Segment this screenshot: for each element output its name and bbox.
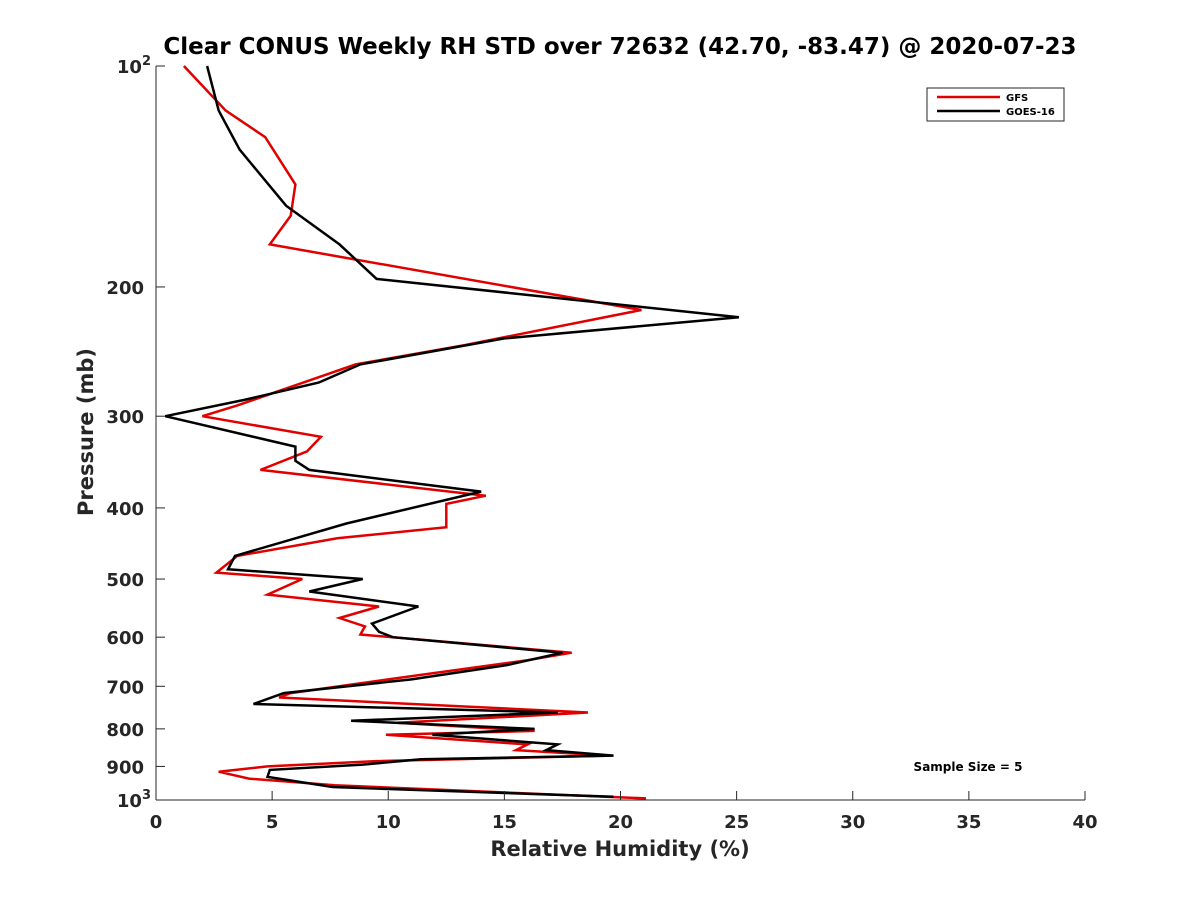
series-layer (165, 65, 740, 800)
x-axis-label: Relative Humidity (%) (490, 837, 749, 861)
series-line-goes-16 (165, 65, 740, 799)
x-tick-label: 35 (956, 812, 981, 833)
legend-label-goes-16: GOES-16 (1006, 107, 1055, 118)
y-tick-label: 300 (106, 407, 144, 428)
x-tick-label: 15 (492, 812, 517, 833)
sample-size-annotation: Sample Size = 5 (914, 760, 1023, 774)
y-axis-label: Pressure (mb) (74, 348, 98, 516)
x-tick-label: 40 (1072, 812, 1097, 833)
y-tick-label: 500 (106, 570, 144, 591)
x-tick-label: 5 (266, 812, 279, 833)
x-tick-label: 0 (150, 812, 163, 833)
y-tick-label: 700 (106, 677, 144, 698)
x-tick-label: 10 (376, 812, 401, 833)
y-tick-label: 400 (106, 499, 144, 520)
legend: GFS GOES-16 (926, 87, 1065, 122)
chart-title: Clear CONUS Weekly RH STD over 72632 (42… (163, 34, 1076, 60)
x-tick-label: 30 (840, 812, 865, 833)
axes-layer: 0 5 10 15 20 25 30 35 40 102 200 300 400 500 600 700 800… (106, 54, 1097, 833)
x-tick-label: 25 (724, 812, 749, 833)
y-tick-label: 103 (117, 788, 151, 812)
legend-label-gfs: GFS (1006, 93, 1028, 104)
y-tick-label: 600 (106, 628, 144, 649)
y-tick-label: 200 (106, 278, 144, 299)
x-tick-label: 20 (608, 812, 633, 833)
y-tick-label: 900 (106, 757, 144, 778)
y-tick-label: 102 (117, 54, 151, 78)
y-tick-label: 800 (106, 720, 144, 741)
legend-box (926, 87, 1065, 122)
